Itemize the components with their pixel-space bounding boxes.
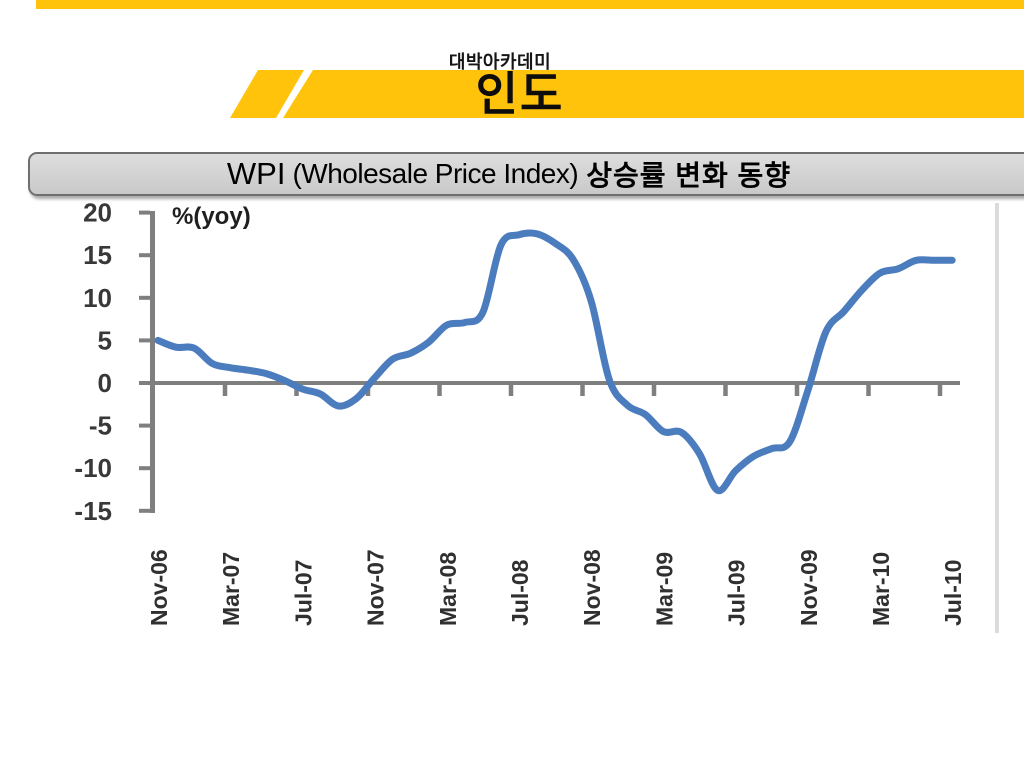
chart-title-paren: (Wholesale Price Index) bbox=[292, 158, 579, 189]
top-accent-bar bbox=[36, 0, 1024, 9]
wpi-series-line bbox=[154, 229, 956, 495]
x-tick-label: Jul-07 bbox=[290, 560, 316, 626]
chart-title-korean: 상승률 변화 동향 bbox=[586, 160, 792, 191]
unit-label: %(yoy) bbox=[172, 203, 251, 230]
title-banner bbox=[283, 70, 1024, 118]
x-tick-label: Nov-07 bbox=[363, 549, 389, 626]
y-tick-label: -15 bbox=[74, 496, 112, 526]
academy-label: 대박아카데미 bbox=[448, 52, 552, 72]
x-tick-label: Nov-06 bbox=[146, 549, 172, 626]
y-tick-label: 20 bbox=[83, 198, 112, 228]
y-tick-label: 0 bbox=[98, 368, 112, 398]
chart-title-bar: WPI (Wholesale Price Index) 상승률 변화 동향 bbox=[28, 152, 1024, 196]
x-tick-label: Nov-09 bbox=[796, 549, 822, 626]
x-tick-label: Mar-10 bbox=[868, 552, 894, 626]
y-tick-label: -10 bbox=[74, 453, 112, 483]
x-tick-label: Mar-09 bbox=[651, 552, 677, 626]
x-tick-label: Jul-09 bbox=[724, 560, 750, 626]
slide-title: 인도 bbox=[475, 68, 565, 120]
x-tick-label: Mar-07 bbox=[218, 552, 244, 626]
y-tick-label: -5 bbox=[89, 411, 112, 441]
x-tick-label: Nov-08 bbox=[579, 549, 605, 626]
x-tick-label: Jul-08 bbox=[507, 559, 533, 626]
y-tick-label: 10 bbox=[83, 283, 112, 313]
x-tick-label: Mar-08 bbox=[435, 552, 461, 626]
y-tick-label: 15 bbox=[83, 240, 112, 270]
chart-title-main: WPI bbox=[226, 156, 286, 191]
x-tick-label: Jul-10 bbox=[940, 560, 966, 626]
y-tick-label: 5 bbox=[98, 325, 112, 355]
plot-right-border bbox=[995, 203, 999, 633]
